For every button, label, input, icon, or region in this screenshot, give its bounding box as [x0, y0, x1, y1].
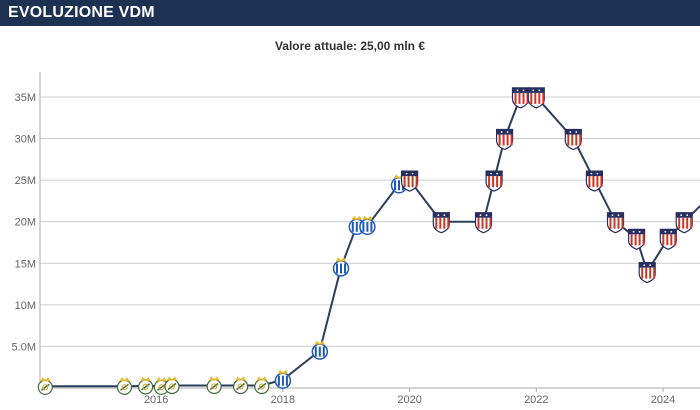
y-tick-label: 15M — [15, 258, 36, 270]
real-madrid-crest-marker — [116, 377, 133, 395]
espanyol-crest-marker — [274, 369, 292, 389]
real-madrid-crest-marker — [254, 376, 270, 395]
real-madrid-crest-marker — [233, 376, 249, 395]
y-tick-label: 5.0M — [12, 341, 36, 353]
y-tick-label: 20M — [15, 217, 36, 229]
atletico-crest-marker — [496, 128, 514, 151]
series-line — [45, 95, 700, 388]
real-madrid-crest-marker — [37, 377, 53, 395]
espanyol-crest-marker — [311, 340, 329, 360]
real-madrid-crest-marker — [138, 376, 154, 395]
atletico-crest-marker — [606, 212, 625, 234]
page-title: Evoluzione VdM — [8, 4, 155, 21]
x-tick-label: 2022 — [524, 394, 548, 406]
y-tick-label: 10M — [15, 300, 36, 312]
y-tick-label: 35M — [15, 92, 36, 104]
x-tick-label: 2024 — [651, 394, 675, 406]
current-value-label: Valore attuale: 25,00 mln € — [274, 39, 426, 53]
y-tick-label: 30M — [15, 134, 36, 146]
header-bar: Evoluzione VdM — [0, 0, 700, 26]
x-tick-label: 2018 — [271, 394, 295, 406]
atletico-crest-marker — [675, 212, 693, 234]
x-tick-label: 2016 — [144, 394, 168, 406]
atletico-crest-marker — [511, 87, 530, 109]
espanyol-crest-marker — [332, 257, 350, 277]
atletico-crest-marker — [564, 128, 582, 151]
espanyol-crest-marker — [359, 215, 376, 236]
atletico-crest-marker — [638, 262, 656, 284]
atletico-crest-marker — [474, 212, 493, 234]
y-tick-label: 25M — [15, 175, 36, 187]
real-madrid-crest-marker — [206, 376, 222, 395]
atletico-crest-marker — [627, 228, 646, 250]
x-tick-label: 2020 — [397, 394, 421, 406]
atletico-crest-marker — [432, 212, 450, 234]
atletico-crest-marker — [485, 170, 503, 192]
atletico-crest-marker — [401, 170, 419, 192]
atletico-crest-marker — [659, 228, 677, 250]
real-madrid-crest-marker — [164, 376, 180, 395]
atletico-crest-marker — [585, 170, 604, 192]
atletico-crest-marker — [527, 87, 545, 109]
